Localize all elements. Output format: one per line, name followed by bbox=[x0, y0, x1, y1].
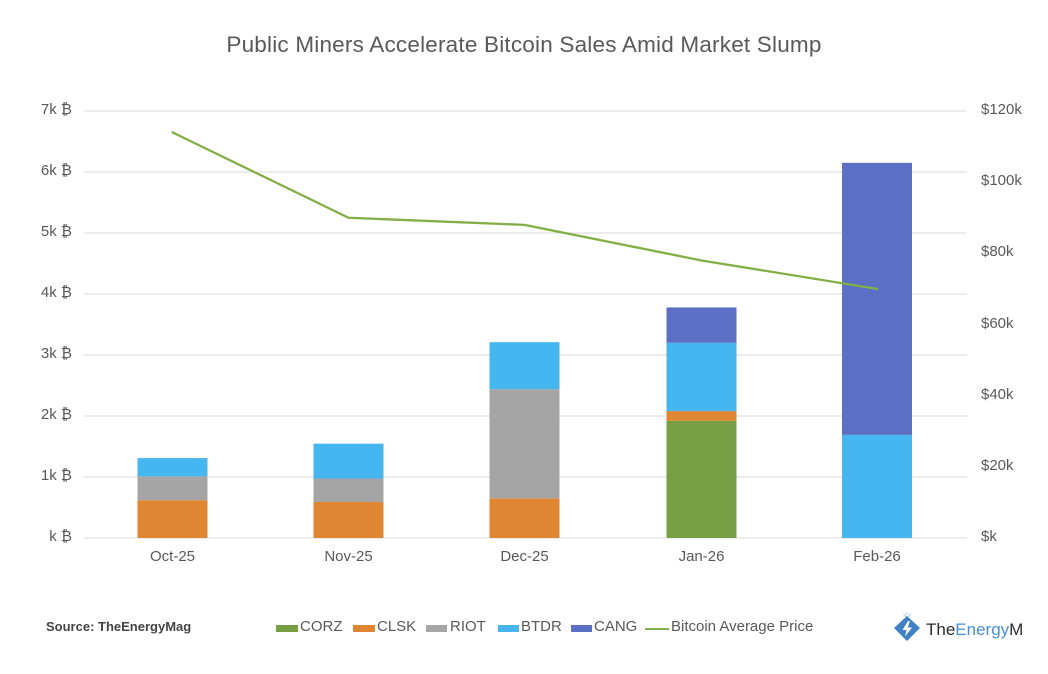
svg-text:TheEnergyMag: TheEnergyMag bbox=[926, 620, 1023, 639]
